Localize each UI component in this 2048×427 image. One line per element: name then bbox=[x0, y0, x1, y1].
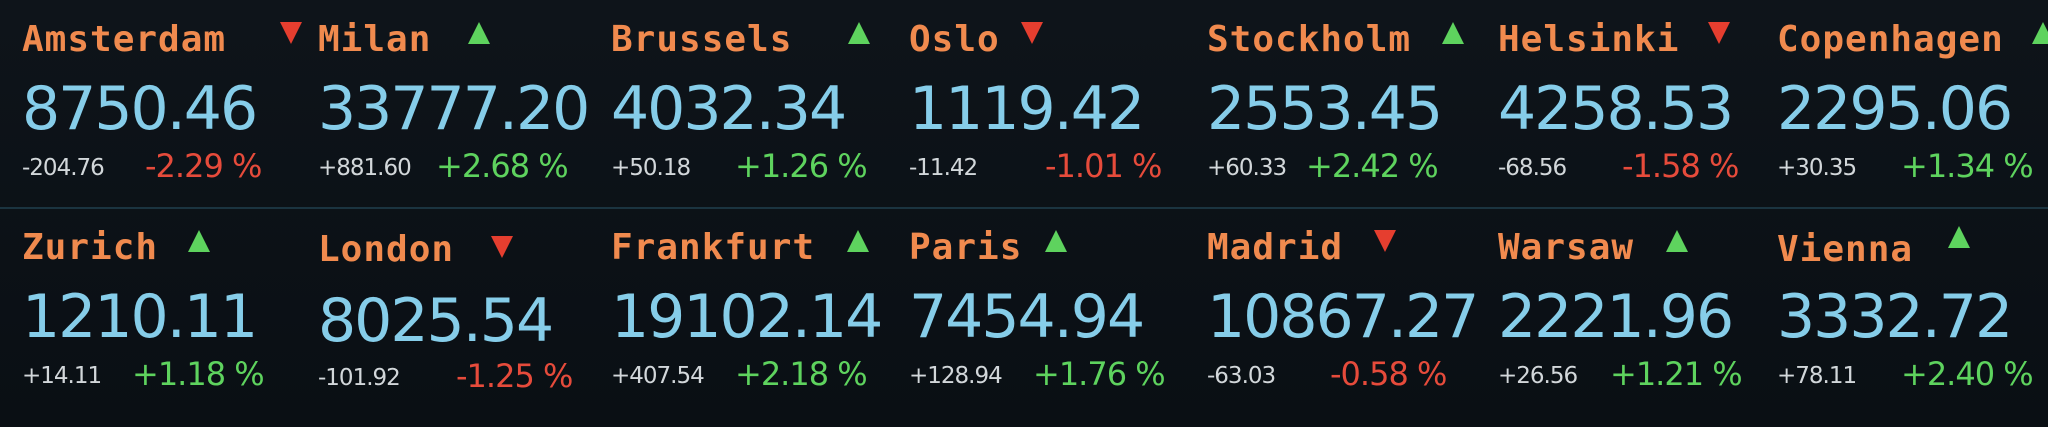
trend-up-icon bbox=[188, 230, 210, 252]
trend-up-icon bbox=[468, 22, 490, 44]
ticker-helsinki[interactable]: Helsinki 4258.53 -68.56 -1.58 % bbox=[1498, 18, 1788, 208]
point-change: -11.42 bbox=[909, 155, 978, 181]
point-change: +78.11 bbox=[1777, 363, 1857, 389]
ticker-madrid[interactable]: Madrid 10867.27 -63.03 -0.58 % bbox=[1207, 226, 1497, 416]
city-name: Helsinki bbox=[1498, 19, 1680, 60]
city-name: Oslo bbox=[909, 19, 1000, 60]
percent-change: +1.34 % bbox=[1901, 147, 2034, 185]
ticker-brussels[interactable]: Brussels 4032.34 +50.18 +1.26 % bbox=[611, 18, 901, 208]
city-name: Zurich bbox=[22, 227, 159, 268]
percent-change: +2.40 % bbox=[1901, 355, 2034, 393]
percent-change: +1.76 % bbox=[1033, 355, 1166, 393]
city-name: Stockholm bbox=[1207, 19, 1412, 60]
trend-up-icon bbox=[848, 22, 870, 44]
ticker-london[interactable]: London 8025.54 -101.92 -1.25 % bbox=[318, 226, 608, 416]
index-price: 19102.14 bbox=[611, 282, 883, 352]
index-price: 33777.20 bbox=[318, 74, 590, 144]
trend-up-icon bbox=[1045, 230, 1067, 252]
city-name: Copenhagen bbox=[1777, 19, 2004, 60]
point-change: +26.56 bbox=[1498, 363, 1578, 389]
percent-change: +2.68 % bbox=[436, 147, 569, 185]
index-price: 8025.54 bbox=[318, 286, 554, 356]
point-change: +50.18 bbox=[611, 155, 691, 181]
trend-up-icon bbox=[1442, 22, 1464, 44]
index-price: 2221.96 bbox=[1498, 282, 1734, 352]
index-price: 1210.11 bbox=[22, 282, 258, 352]
ticker-frankfurt[interactable]: Frankfurt 19102.14 +407.54 +2.18 % bbox=[611, 226, 901, 416]
ticker-oslo[interactable]: Oslo 1119.42 -11.42 -1.01 % bbox=[909, 18, 1199, 208]
percent-change: -1.25 % bbox=[456, 357, 573, 395]
index-price: 4258.53 bbox=[1498, 74, 1734, 144]
trend-down-icon bbox=[1374, 230, 1396, 252]
percent-change: +1.21 % bbox=[1610, 355, 1743, 393]
index-price: 8750.46 bbox=[22, 74, 258, 144]
point-change: +407.54 bbox=[611, 363, 705, 389]
percent-change: -1.58 % bbox=[1622, 147, 1739, 185]
trend-up-icon bbox=[847, 230, 869, 252]
city-name: Warsaw bbox=[1498, 227, 1635, 268]
percent-change: -1.01 % bbox=[1045, 147, 1162, 185]
ticker-warsaw[interactable]: Warsaw 2221.96 +26.56 +1.21 % bbox=[1498, 226, 1788, 416]
ticker-paris[interactable]: Paris 7454.94 +128.94 +1.76 % bbox=[909, 226, 1199, 416]
ticker-amsterdam[interactable]: Amsterdam 8750.46 -204.76 -2.29 % bbox=[22, 18, 312, 208]
point-change: +128.94 bbox=[909, 363, 1003, 389]
index-price: 10867.27 bbox=[1207, 282, 1479, 352]
ticker-stockholm[interactable]: Stockholm 2553.45 +60.33 +2.42 % bbox=[1207, 18, 1497, 208]
city-name: Milan bbox=[318, 19, 432, 60]
point-change: -204.76 bbox=[22, 155, 105, 181]
point-change: +881.60 bbox=[318, 155, 412, 181]
trend-down-icon bbox=[1708, 22, 1730, 44]
index-price: 7454.94 bbox=[909, 282, 1145, 352]
ticker-vienna[interactable]: Vienna 3332.72 +78.11 +2.40 % bbox=[1777, 226, 2048, 416]
index-price: 2553.45 bbox=[1207, 74, 1443, 144]
percent-change: +1.18 % bbox=[132, 355, 265, 393]
city-name: Brussels bbox=[611, 19, 793, 60]
point-change: -63.03 bbox=[1207, 363, 1276, 389]
percent-change: +2.18 % bbox=[735, 355, 868, 393]
index-price: 3332.72 bbox=[1777, 282, 2013, 352]
city-name: London bbox=[318, 229, 455, 270]
city-name: Madrid bbox=[1207, 227, 1344, 268]
ticker-zurich[interactable]: Zurich 1210.11 +14.11 +1.18 % bbox=[22, 226, 312, 416]
index-price: 4032.34 bbox=[611, 74, 847, 144]
ticker-milan[interactable]: Milan 33777.20 +881.60 +2.68 % bbox=[318, 18, 608, 208]
row-divider bbox=[0, 207, 2048, 209]
point-change: +60.33 bbox=[1207, 155, 1287, 181]
point-change: +30.35 bbox=[1777, 155, 1857, 181]
trend-up-icon bbox=[1948, 226, 1970, 248]
city-name: Amsterdam bbox=[22, 19, 227, 60]
percent-change: -0.58 % bbox=[1330, 355, 1447, 393]
trend-down-icon bbox=[491, 236, 513, 258]
index-price: 2295.06 bbox=[1777, 74, 2013, 144]
trend-up-icon bbox=[2032, 22, 2048, 44]
point-change: -68.56 bbox=[1498, 155, 1567, 181]
trend-down-icon bbox=[280, 22, 302, 44]
trend-up-icon bbox=[1666, 230, 1688, 252]
city-name: Vienna bbox=[1777, 229, 1914, 270]
percent-change: -2.29 % bbox=[145, 147, 262, 185]
point-change: +14.11 bbox=[22, 363, 102, 389]
index-price: 1119.42 bbox=[909, 74, 1145, 144]
city-name: Paris bbox=[909, 227, 1023, 268]
point-change: -101.92 bbox=[318, 365, 401, 391]
percent-change: +1.26 % bbox=[735, 147, 868, 185]
percent-change: +2.42 % bbox=[1306, 147, 1439, 185]
city-name: Frankfurt bbox=[611, 227, 816, 268]
trend-down-icon bbox=[1021, 22, 1043, 44]
ticker-copenhagen[interactable]: Copenhagen 2295.06 +30.35 +1.34 % bbox=[1777, 18, 2048, 208]
